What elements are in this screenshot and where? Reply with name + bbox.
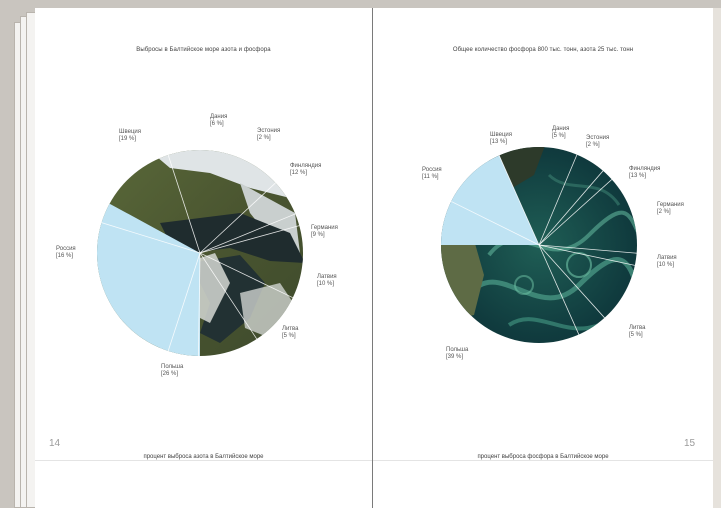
- left-pie-satellite-fill: [97, 150, 303, 356]
- right-label-germany: Германия [2 %]: [657, 202, 684, 215]
- left-page: Выбросы в Балтийское море азота и фосфор…: [35, 8, 373, 508]
- right-pie-slice-8: [538, 244, 580, 335]
- right-pie-satellite-fill: [441, 147, 637, 343]
- left-pie-slice-2: [199, 182, 276, 254]
- right-pie-slice-9: [451, 201, 540, 246]
- right-pie-slices: [451, 154, 637, 335]
- left-pie-slice-6: [199, 252, 258, 340]
- book-right-edge: [713, 8, 721, 508]
- right-pie-slice-6: [538, 244, 635, 266]
- left-label-russia: Россия [16 %]: [56, 246, 76, 259]
- left-pie-slice-7: [198, 252, 201, 356]
- left-label-latvia: Латвия [10 %]: [317, 274, 337, 287]
- left-pie-slice-9: [101, 222, 201, 254]
- right-label-estonia: Эстония [2 %]: [586, 135, 610, 148]
- left-pie-slice-5: [199, 252, 293, 299]
- right-label-denmark: Дания [5 %]: [552, 126, 570, 139]
- left-label-poland: Польша [26 %]: [161, 364, 184, 377]
- right-pie-slice-3: [538, 170, 604, 246]
- right-footer-rule: [373, 460, 713, 461]
- left-label-denmark: Дания [6 %]: [210, 114, 228, 127]
- left-label-estonia: Эстония [2 %]: [257, 128, 281, 141]
- right-label-finland: Финляндия [13 %]: [629, 166, 661, 179]
- left-page-footer: процент выброса азота в Балтийское море: [143, 454, 264, 460]
- left-footer-rule: [35, 460, 372, 461]
- right-label-sweden: Швеция [13 %]: [490, 132, 512, 145]
- left-pie-slice-1: [167, 154, 201, 254]
- right-pie-slice-4: [538, 179, 613, 246]
- right-page-number: 15: [684, 438, 696, 449]
- left-label-finland: Финляндия [12 %]: [290, 163, 322, 176]
- left-pie-slices: [101, 154, 300, 356]
- right-label-lithuania: Литва [5 %]: [629, 325, 646, 338]
- left-pie-slice-4: [199, 225, 300, 254]
- right-pie-slice-5: [538, 244, 637, 254]
- right-page-title: Общее количество фосфора 800 тыс. тонн, …: [452, 47, 634, 53]
- right-label-poland: Польша [39 %]: [446, 347, 469, 360]
- left-label-sweden: Швеция [19 %]: [119, 129, 141, 142]
- left-pie-slice-8: [167, 252, 201, 352]
- left-page-number: 14: [49, 438, 61, 449]
- left-label-germany: Германия [9 %]: [311, 225, 338, 238]
- left-page-title: Выбросы в Балтийское море азота и фосфор…: [136, 47, 271, 53]
- left-pie-chart: [97, 150, 303, 356]
- left-pie-slice-3: [199, 213, 296, 254]
- right-label-russia: Россия [11 %]: [422, 167, 442, 180]
- right-page-footer: процент выброса фосфора в Балтийское мор…: [477, 454, 609, 460]
- right-page: Общее количество фосфора 800 тыс. тонн, …: [373, 8, 713, 508]
- right-pie-chart: [441, 147, 637, 343]
- left-label-lithuania: Литва [5 %]: [282, 326, 299, 339]
- right-pie-slice-2: [538, 154, 578, 246]
- right-pie-slice-7: [538, 244, 605, 319]
- right-label-latvia: Латвия [10 %]: [657, 255, 677, 268]
- right-pie-slice-1: [498, 155, 540, 246]
